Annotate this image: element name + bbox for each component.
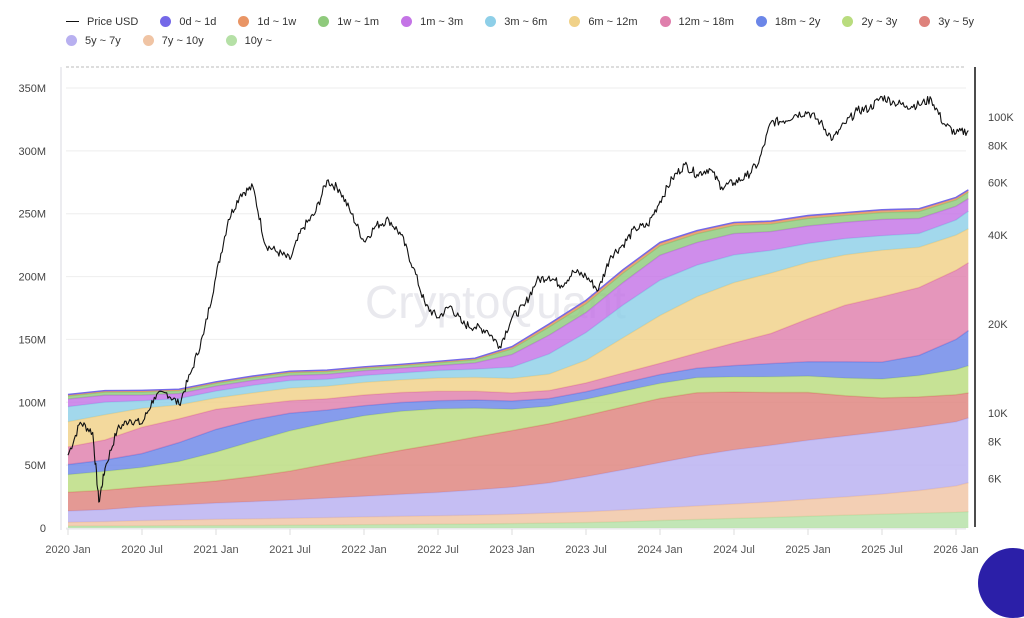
y-tick-label: 0 bbox=[40, 523, 46, 535]
legend-item[interactable]: 18m ~ 2y bbox=[755, 15, 821, 28]
legend-item[interactable]: 7y ~ 10y bbox=[142, 34, 204, 47]
legend-label: 7y ~ 10y bbox=[161, 34, 204, 47]
legend-dot-swatch bbox=[485, 16, 497, 27]
x-tick-label: 2024 Jul bbox=[713, 544, 755, 556]
legend-dot-swatch bbox=[66, 35, 77, 46]
x-tick-label: 2021 Jan bbox=[193, 544, 238, 556]
area-band-3y-5y bbox=[68, 392, 969, 511]
x-tick-label: 2025 Jul bbox=[861, 544, 903, 556]
legend-item[interactable]: 0d ~ 1d bbox=[160, 16, 216, 28]
legend-item[interactable]: 6m ~ 12m bbox=[569, 15, 638, 28]
legend-label: 5y ~ 7y bbox=[85, 34, 121, 47]
legend-label: 18m ~ 2y bbox=[774, 15, 821, 28]
legend-dot-swatch bbox=[755, 16, 767, 27]
x-tick-label: 2023 Jan bbox=[489, 544, 534, 556]
y-right-tick-label: 40K bbox=[988, 230, 1008, 242]
y-right-tick-label: 10K bbox=[988, 408, 1008, 420]
area-band-6m-12m bbox=[68, 228, 969, 447]
x-axis: 2020 Jan 2020 Jul 2021 Jan 2021 Jul 2022 Jan… bbox=[45, 529, 979, 556]
legend-label: 0d ~ 1d bbox=[179, 15, 217, 28]
stacked-areas bbox=[67, 189, 969, 528]
y-tick-label: 200M bbox=[18, 272, 46, 284]
area-edge bbox=[67, 189, 969, 396]
area-band-5y-7y bbox=[68, 418, 969, 523]
legend-item[interactable]: 1m ~ 3m bbox=[401, 16, 463, 28]
x-tick-label: 2022 Jul bbox=[417, 544, 459, 556]
x-tick-label: 2023 Jul bbox=[565, 544, 607, 556]
x-tick-label: 2025 Jan bbox=[785, 544, 830, 556]
area-band-10y bbox=[68, 511, 969, 528]
legend-item[interactable]: 1d ~ 1w bbox=[238, 16, 296, 28]
chart-legend: Price USD 0d ~ 1d 1d ~ 1w 1w ~ 1m 1m ~ 3m 3m … bbox=[66, 12, 986, 50]
x-tick-label: 2021 Jul bbox=[269, 544, 311, 556]
legend-dot-swatch bbox=[238, 16, 250, 27]
y-right-tick-label: 8K bbox=[988, 437, 1002, 449]
y-tick-label: 300M bbox=[18, 146, 46, 158]
y-tick-label: 150M bbox=[18, 334, 46, 346]
legend-label: 12m ~ 18m bbox=[678, 15, 734, 28]
legend-dot-swatch bbox=[160, 16, 172, 27]
area-band-3m-6m bbox=[68, 211, 969, 422]
y-tick-label: 250M bbox=[18, 209, 46, 221]
y-tick-label: 50M bbox=[25, 460, 46, 472]
price-line-group bbox=[67, 95, 969, 503]
y-tick-label: 350M bbox=[18, 83, 46, 95]
x-tick-label: 2026 Jan bbox=[933, 544, 978, 556]
area-band-2y-3y bbox=[68, 365, 969, 493]
y-right-tick-label: 60K bbox=[988, 178, 1008, 190]
area-band-18m-2y bbox=[68, 330, 969, 475]
legend-label: 2y ~ 3y bbox=[861, 15, 898, 28]
legend-line-swatch bbox=[66, 21, 79, 22]
legend-item[interactable]: 3m ~ 6m bbox=[485, 16, 547, 28]
y-right-tick-label: 6K bbox=[988, 474, 1002, 486]
legend-dot-swatch bbox=[919, 16, 931, 27]
legend-item[interactable]: 10y ~ bbox=[225, 34, 272, 47]
legend-label: 1w ~ 1m bbox=[337, 15, 380, 28]
legend-dot-swatch bbox=[842, 16, 854, 27]
chart-canvas: CryptoQuant 050M100M150M200M250M300M350M… bbox=[18, 66, 1014, 556]
legend-item[interactable]: 1w ~ 1m bbox=[318, 16, 379, 28]
x-tick-label: 2022 Jan bbox=[341, 544, 386, 556]
legend-label: 3y ~ 5y bbox=[938, 15, 974, 28]
legend-dot-swatch bbox=[659, 16, 671, 27]
legend-item[interactable]: 2y ~ 3y bbox=[842, 16, 897, 28]
legend-label: 3m ~ 6m bbox=[504, 15, 548, 28]
legend-item[interactable]: 3y ~ 5y bbox=[919, 16, 974, 28]
legend-item[interactable]: Price USD bbox=[66, 16, 138, 28]
area-band-1m-3m bbox=[68, 198, 969, 407]
legend-label: 1d ~ 1w bbox=[257, 15, 297, 28]
area-band-12m-18m bbox=[68, 262, 969, 465]
y-right-tick-label: 100K bbox=[988, 112, 1014, 124]
legend-dot-swatch bbox=[142, 35, 154, 46]
x-tick-label: 2020 Jan bbox=[45, 544, 90, 556]
y-right-tick-label: 80K bbox=[988, 141, 1008, 153]
legend-row-2: 5y ~ 7y 7y ~ 10y 10y ~ bbox=[66, 31, 986, 50]
area-band-7y-10y bbox=[68, 482, 969, 527]
y-axis-right: 6K 8K 10K 20K 40K 60K 80K 100K bbox=[988, 112, 1014, 486]
legend-label: 1m ~ 3m bbox=[420, 15, 464, 28]
y-tick-label: 100M bbox=[18, 397, 46, 409]
y-right-tick-label: 20K bbox=[988, 319, 1008, 331]
legend-item[interactable]: 12m ~ 18m bbox=[659, 15, 734, 28]
x-tick-label: 2024 Jan bbox=[637, 544, 682, 556]
legend-label: 10y ~ bbox=[244, 34, 272, 47]
legend-row-1: Price USD 0d ~ 1d 1d ~ 1w 1w ~ 1m 1m ~ 3m 3m … bbox=[66, 12, 986, 31]
legend-dot-swatch bbox=[225, 35, 237, 46]
legend-label: Price USD bbox=[87, 15, 139, 28]
legend-dot-swatch bbox=[401, 16, 413, 27]
legend-dot-swatch bbox=[318, 16, 330, 27]
legend-label: 6m ~ 12m bbox=[588, 15, 638, 28]
x-tick-label: 2020 Jul bbox=[121, 544, 163, 556]
legend-dot-swatch bbox=[569, 16, 581, 27]
legend-item[interactable]: 5y ~ 7y bbox=[66, 35, 121, 47]
y-axis-left: 0 50M 100M 150M 200M 250M 300M 350M bbox=[18, 83, 46, 535]
price-line bbox=[67, 95, 969, 503]
